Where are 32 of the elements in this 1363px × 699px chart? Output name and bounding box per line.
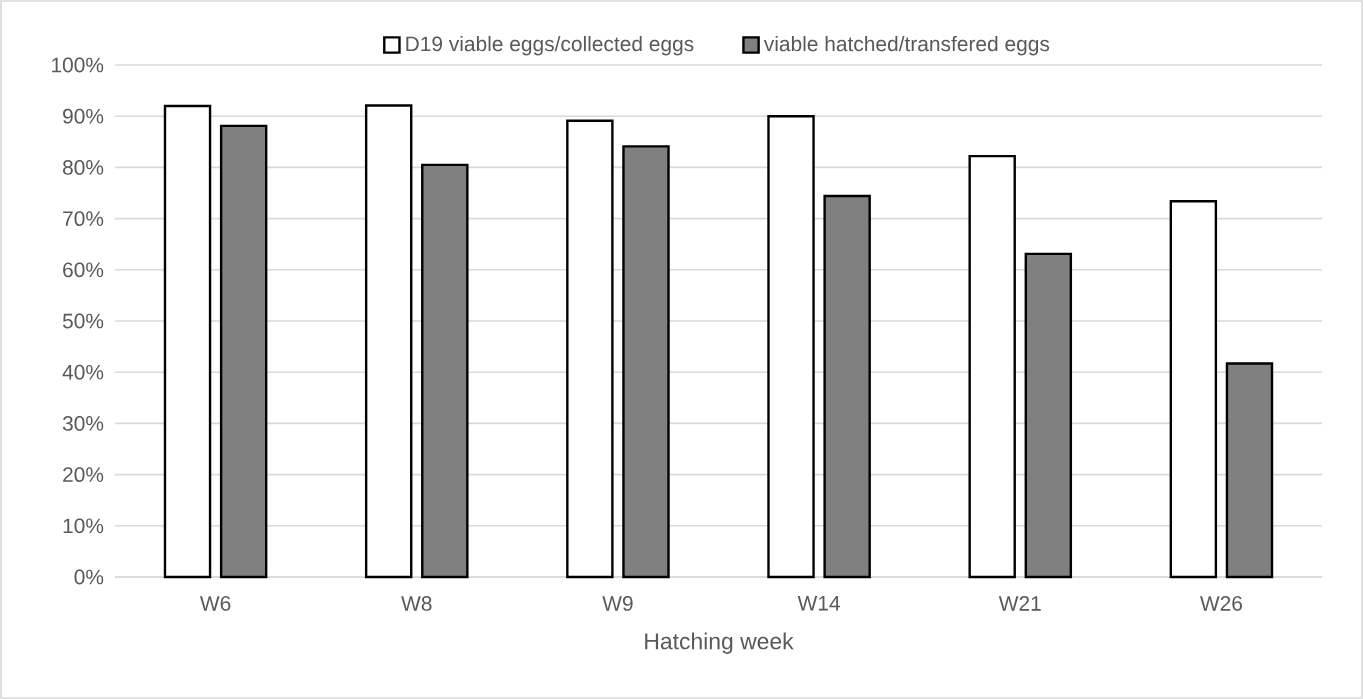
- x-axis-title: Hatching week: [645, 632, 794, 654]
- y-tick-label: 60%: [63, 262, 104, 278]
- bar: [968, 154, 1016, 579]
- y-tick-label: 0%: [74, 569, 104, 585]
- x-tick-label: W9: [602, 596, 633, 611]
- y-tick-label: 80%: [62, 160, 104, 175]
- y-tick-label: 90%: [63, 108, 104, 124]
- x-tick-label: W8: [401, 596, 432, 611]
- bar: [622, 145, 670, 579]
- bar: [1225, 362, 1274, 579]
- y-tick-label: 70%: [63, 211, 104, 227]
- y-tick-label: 20%: [63, 467, 104, 483]
- x-tick-label: W14: [797, 596, 840, 611]
- x-tick-label: W6: [199, 596, 231, 611]
- y-tick-label: 50%: [62, 313, 104, 329]
- y-tick-label: 10%: [63, 518, 104, 534]
- legend-label: viable hatched/transfered eggs: [763, 35, 1050, 56]
- x-tick-label: W21: [998, 596, 1041, 611]
- x-tick-label: W26: [1200, 596, 1243, 611]
- y-tick-label: 100%: [52, 57, 104, 73]
- bar: [767, 115, 815, 579]
- bar: [421, 163, 469, 579]
- bar: [163, 104, 212, 579]
- bar: [566, 119, 614, 579]
- legend-label: D19 viable eggs/collected eggs: [406, 35, 694, 56]
- y-tick-label: 40%: [62, 364, 104, 380]
- bar: [364, 104, 413, 579]
- bar: [219, 124, 268, 579]
- y-tick-label: 30%: [62, 416, 104, 431]
- bar: [1169, 199, 1218, 579]
- bar: [823, 194, 871, 579]
- bar: [1024, 252, 1073, 579]
